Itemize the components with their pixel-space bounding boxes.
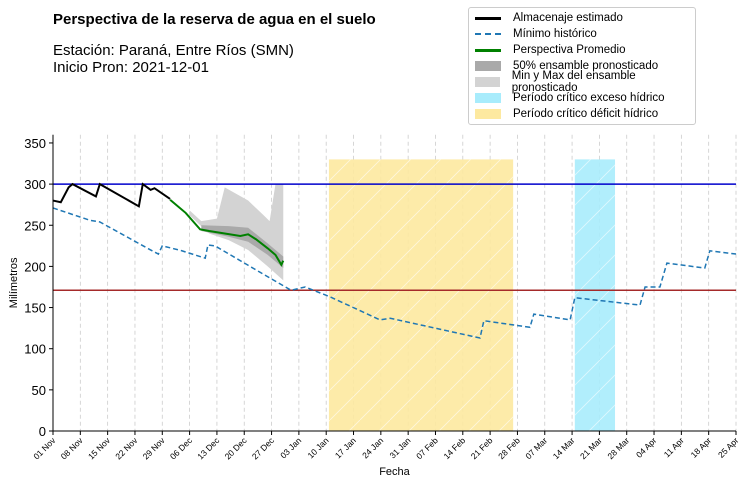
y-tick-label: 250 — [24, 218, 46, 233]
legend-item: Min y Max del ensamble pronosticado — [475, 70, 695, 94]
legend-item: Mínimo histórico — [475, 26, 597, 42]
x-tick-label: 24 Jan — [360, 435, 385, 460]
legend-swatch — [475, 16, 501, 20]
x-tick-label: 28 Feb — [496, 435, 522, 461]
x-tick-label: 14 Mar — [551, 435, 577, 461]
x-tick-label: 17 Jan — [333, 435, 358, 460]
x-tick-label: 15 Nov — [86, 435, 113, 462]
x-tick-label: 06 Dec — [168, 435, 195, 462]
historic-minimum-line — [52, 207, 737, 339]
average-outlook-line — [169, 198, 285, 267]
y-tick-label: 300 — [24, 177, 46, 192]
legend-label: Período crítico exceso hídrico — [513, 92, 665, 104]
x-tick-label: 18 Apr — [689, 435, 714, 460]
x-tick-label: 11 Apr — [662, 435, 686, 459]
legend-label: 50% ensamble pronosticado — [513, 60, 659, 72]
legend-item: Período crítico exceso hídrico — [475, 90, 665, 106]
x-axis-label: Fecha — [379, 466, 410, 478]
legend-item: 50% ensamble pronosticado — [475, 58, 658, 74]
legend-label: Almacenaje estimado — [513, 12, 623, 24]
legend-swatch — [475, 93, 501, 103]
legend-swatch — [475, 77, 500, 87]
legend-swatch — [475, 61, 501, 71]
x-tick-label: 07 Feb — [414, 435, 440, 461]
legend-item: Almacenaje estimado — [475, 10, 623, 26]
x-tick-label: 04 Apr — [634, 435, 659, 460]
legend-swatch — [475, 33, 501, 35]
x-tick-label: 08 Nov — [59, 435, 86, 462]
legend-swatch — [475, 109, 501, 119]
region-hatch — [574, 159, 616, 431]
x-tick-label: 20 Dec — [223, 435, 250, 462]
forecast-start-label: Inicio Pron: 2021-12-01 — [53, 59, 209, 76]
x-tick-label: 10 Jan — [305, 435, 330, 460]
region-hatch — [328, 159, 514, 431]
x-tick-label: 29 Nov — [141, 435, 168, 462]
x-tick-label: 25 Apr — [716, 435, 741, 460]
station-label: Estación: Paraná, Entre Ríos (SMN) — [53, 42, 294, 59]
x-tick-label: 31 Jan — [387, 435, 412, 460]
y-tick-label: 350 — [24, 136, 46, 151]
y-tick-label: 100 — [24, 342, 46, 357]
legend-label: Perspectiva Promedio — [513, 44, 626, 56]
x-tick-label: 13 Dec — [195, 435, 222, 462]
y-tick-label: 150 — [24, 301, 46, 316]
x-tick-label: 21 Mar — [578, 435, 604, 461]
legend-label: Min y Max del ensamble pronosticado — [511, 70, 636, 94]
y-tick-label: 0 — [39, 424, 46, 439]
x-tick-label: 22 Nov — [113, 435, 140, 462]
x-tick-label: 28 Mar — [605, 435, 631, 461]
y-tick-label: 200 — [24, 259, 46, 274]
x-tick-label: 14 Feb — [441, 435, 467, 461]
chart-title: Perspectiva de la reserva de agua en el … — [53, 11, 376, 28]
x-tick-label: 21 Feb — [469, 435, 495, 461]
estimated-storage-line — [52, 182, 171, 208]
legend-item: Perspectiva Promedio — [475, 42, 626, 58]
legend-label: Mínimo histórico — [513, 28, 597, 40]
x-tick-label: 03 Jan — [278, 435, 303, 460]
legend-label: Período crítico déficit hídrico — [513, 108, 659, 120]
legend-swatch — [475, 48, 501, 52]
y-tick-label: 50 — [32, 383, 46, 398]
x-tick-label: 07 Mar — [523, 435, 549, 461]
x-tick-label: 27 Dec — [250, 435, 277, 462]
y-axis-label: Milímetros — [8, 257, 20, 308]
legend: Almacenaje estimado Mínimo histórico Per… — [468, 7, 696, 125]
legend-item: Período crítico déficit hídrico — [475, 106, 658, 122]
